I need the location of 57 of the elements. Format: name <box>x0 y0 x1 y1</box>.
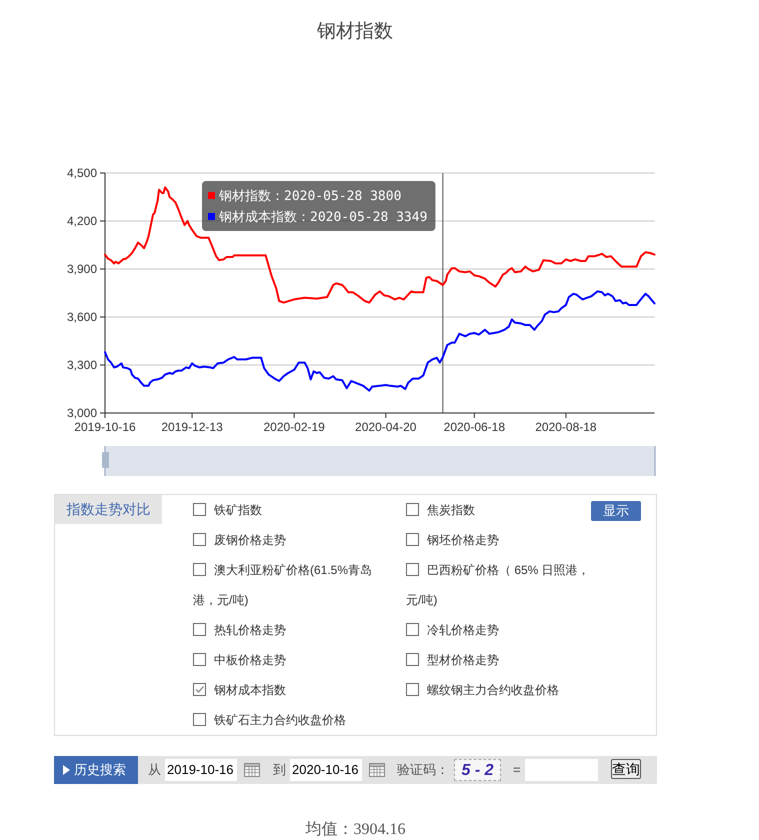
captcha-image: 5 - 2 <box>454 759 501 781</box>
category-label: 铁矿指数 <box>214 503 262 517</box>
checkbox[interactable] <box>406 653 419 666</box>
button[interactable]: 查询 <box>611 759 641 779</box>
date-input[interactable]: 2020-10-16 <box>290 759 362 781</box>
line-series <box>104 186 656 304</box>
chart-title: 钢材指数 <box>316 21 393 42</box>
picture-calendar-icon[interactable] <box>244 763 260 777</box>
x-tick-label: 2020-04-20 <box>355 420 417 434</box>
button[interactable]: 显示 <box>591 501 641 521</box>
category-label: 热轧价格走势 <box>214 623 286 637</box>
checkbox[interactable] <box>193 563 206 576</box>
tab-button[interactable]: 历史搜索 <box>54 756 138 784</box>
category-label: 冷轧价格走势 <box>427 623 499 637</box>
x-tick-label: 2020-06-18 <box>444 420 506 434</box>
x-tick-label: 2020-02-19 <box>263 420 326 434</box>
checkbox[interactable] <box>193 503 206 516</box>
category-label: 焦炭指数 <box>427 503 475 517</box>
category-label: 钢坯价格走势 <box>427 533 499 547</box>
checkbox[interactable] <box>193 713 206 726</box>
y-tick-label: 3,900 <box>66 262 98 276</box>
checkbox[interactable] <box>406 503 419 516</box>
category-label: 型材价格走势 <box>427 653 499 667</box>
checkbox[interactable] <box>193 623 206 636</box>
checkbox[interactable] <box>406 563 419 576</box>
checkbox[interactable] <box>193 533 206 546</box>
y-tick-label: 3,000 <box>66 406 98 420</box>
text: 验证码： <box>397 761 449 779</box>
annotation: 钢材成本指数：2020-05-28 3349 <box>218 210 428 225</box>
x-tick-label: 2019-12-13 <box>161 420 224 434</box>
checkbox[interactable] <box>193 653 206 666</box>
annotation: 钢材指数：2020-05-28 3800 <box>218 189 402 204</box>
picture-calendar-icon[interactable] <box>369 763 385 777</box>
text-input[interactable] <box>525 759 598 781</box>
line-series <box>104 290 656 392</box>
category-label: 澳大利亚粉矿价格(61.5%青岛港，元/吨) <box>193 563 372 607</box>
category-label: 钢材成本指数 <box>214 683 286 697</box>
text: 到 <box>273 761 286 779</box>
y-tick-label: 4,500 <box>66 166 98 180</box>
text: = <box>513 761 521 779</box>
x-tick-label: 2020-08-18 <box>535 420 597 434</box>
text: 指数走势对比 <box>55 495 162 524</box>
category-label: 中板价格走势 <box>214 653 286 667</box>
x-tick-label: 2019-10-16 <box>74 420 136 434</box>
checkbox[interactable] <box>406 683 419 696</box>
category-label: 螺纹钢主力合约收盘价格 <box>427 683 559 697</box>
category-label: 铁矿石主力合约收盘价格 <box>214 713 346 727</box>
checkbox[interactable] <box>406 623 419 636</box>
y-tick-label: 3,600 <box>66 310 98 324</box>
text: 从 <box>148 761 161 779</box>
y-tick-label: 3,300 <box>66 358 98 372</box>
y-tick-label: 4,200 <box>66 214 98 228</box>
category-label: 废钢价格走势 <box>214 533 286 547</box>
category-label: 巴西粉矿价格（ 65% 日照港，元/吨) <box>406 563 590 607</box>
checkbox[interactable] <box>406 533 419 546</box>
text: 均值：3904.16 <box>304 820 406 840</box>
date-input[interactable]: 2019-10-16 <box>165 759 237 781</box>
